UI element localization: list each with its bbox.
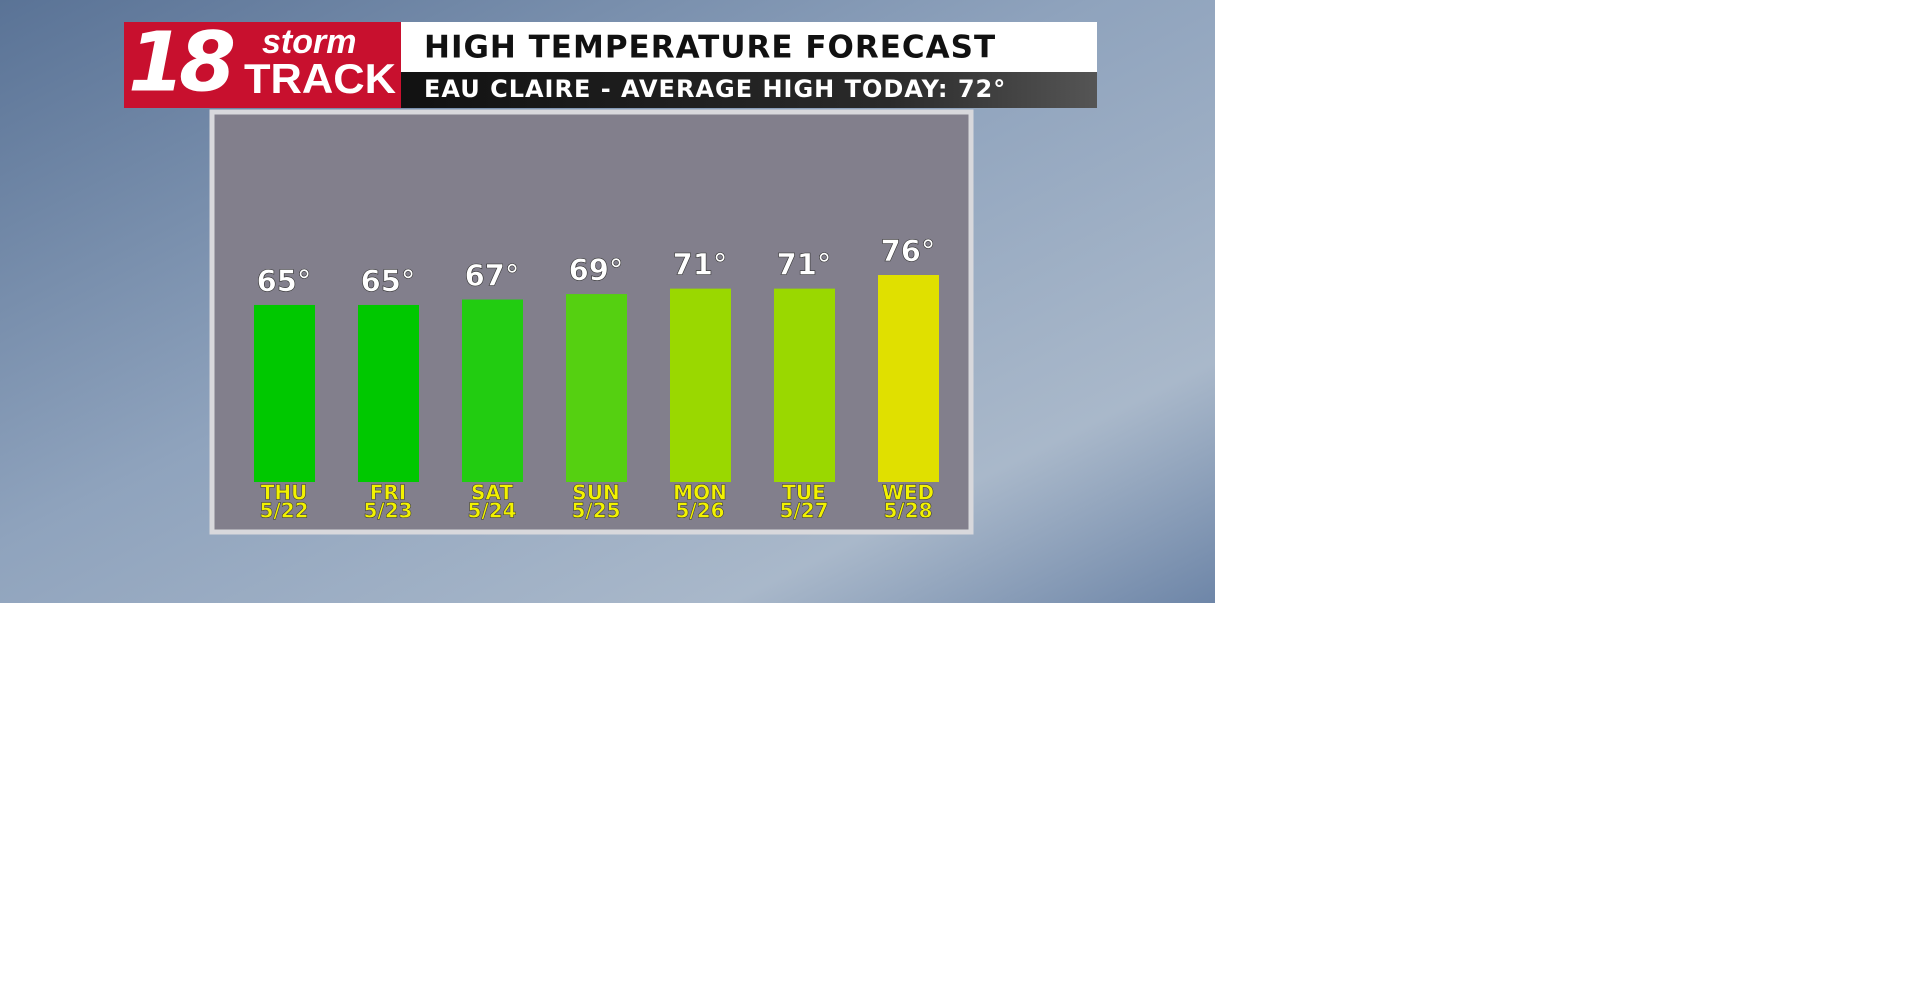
bar [254,304,315,482]
logo-bottom: TRACK [244,55,396,102]
bar [358,304,419,482]
value-label: 65° [257,264,312,298]
logo-number: 18 [128,15,234,110]
x-tick-label: THU [261,481,308,505]
x-tick-label: 5/22 [259,499,308,523]
bar [670,288,731,482]
title-bar [401,22,1097,72]
x-tick-label: SAT [471,481,513,505]
x-tick-label: 5/25 [571,499,620,523]
value-label: 71° [777,248,832,282]
logo-top: storm [262,23,356,61]
bar [462,299,523,482]
x-tick-label: WED [882,481,934,505]
bar [774,288,835,482]
bar [878,275,939,482]
x-tick-label: 5/23 [363,499,412,523]
x-tick-label: FRI [370,481,407,505]
logo-box [124,22,401,108]
x-tick-label: SUN [572,481,619,505]
chart-subtitle: EAU CLAIRE - AVERAGE HIGH TODAY: 72° [424,75,1006,103]
value-label: 65° [361,264,416,298]
x-tick-label: 5/26 [675,499,724,523]
x-tick-label: MON [673,481,727,505]
value-label: 71° [673,248,728,282]
x-tick-label: TUE [782,481,826,505]
x-tick-label: 5/28 [883,499,932,523]
value-label: 76° [881,234,936,268]
x-tick-label: 5/27 [779,499,828,523]
x-tick-label: 5/24 [467,499,516,523]
bar [566,294,627,482]
value-label: 69° [569,253,624,287]
chart-title: HIGH TEMPERATURE FORECAST [424,30,996,66]
subtitle-bar [401,72,1097,108]
value-label: 67° [465,259,520,293]
